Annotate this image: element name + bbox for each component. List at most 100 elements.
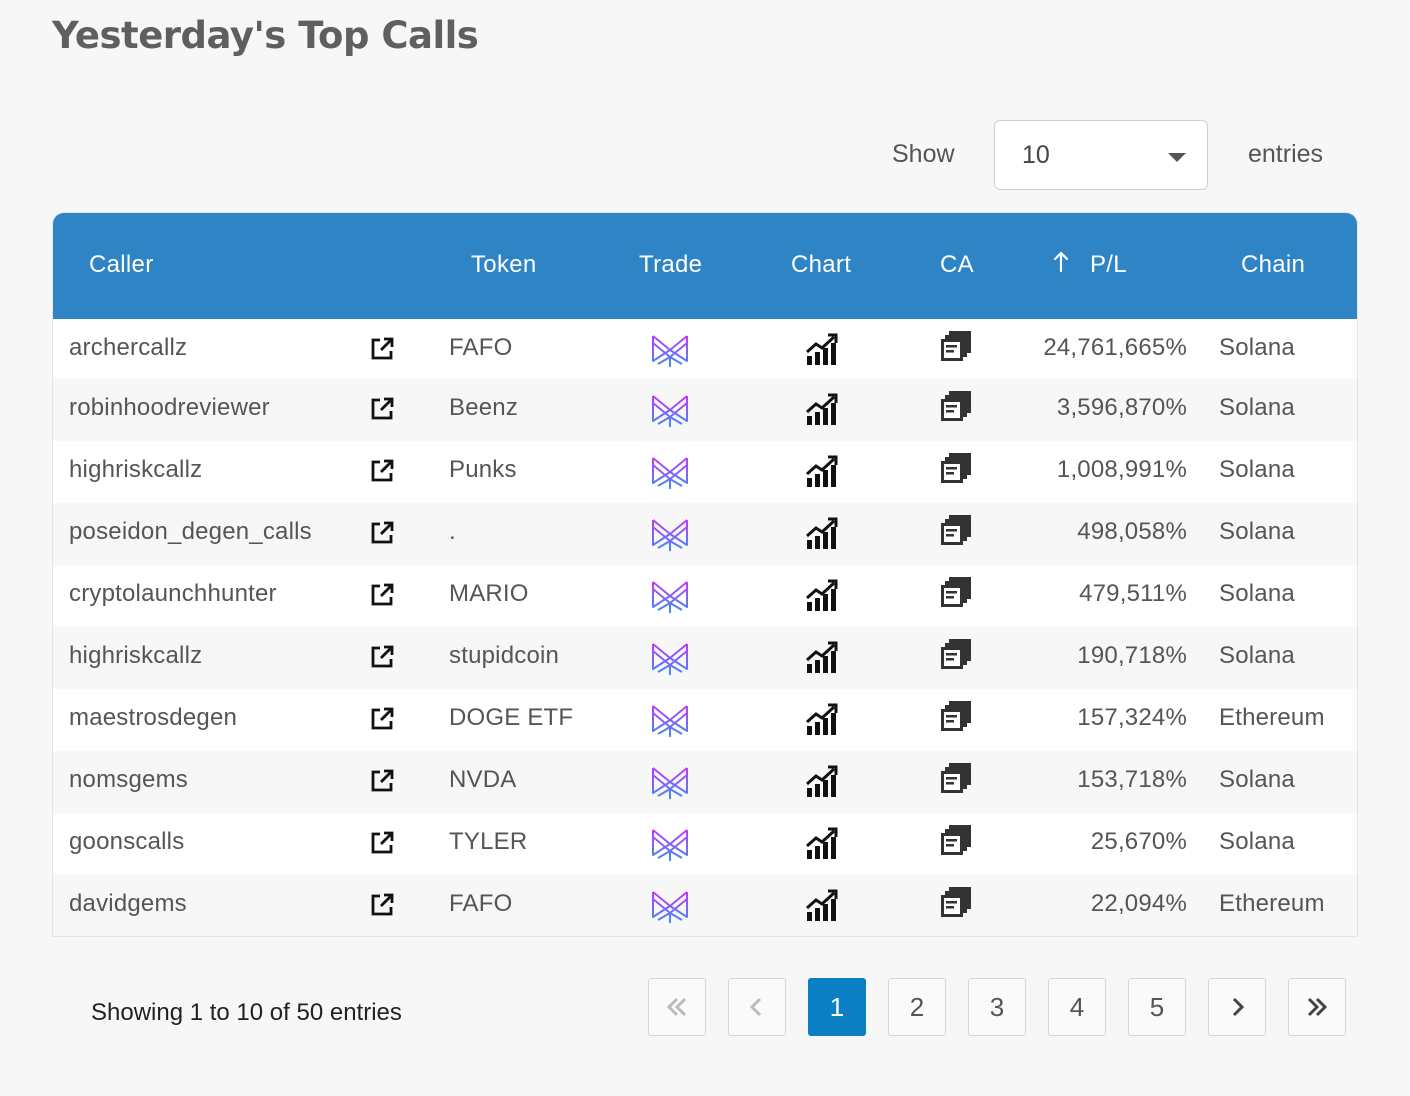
- chart-icon[interactable]: [805, 702, 839, 736]
- first-page-button[interactable]: [648, 978, 706, 1036]
- copy-icon[interactable]: [939, 637, 973, 671]
- token-name: stupidcoin: [449, 642, 560, 669]
- external-link-icon[interactable]: [369, 644, 395, 670]
- table-row: nomsgems NVDA 153,718% Solana: [53, 751, 1357, 813]
- table-body: archercallz FAFO 24,761,665% Solana robinhoo…: [53, 319, 1357, 936]
- chain-name: Ethereum: [1219, 704, 1325, 731]
- header-chain[interactable]: Chain: [1241, 251, 1306, 278]
- chart-icon[interactable]: [805, 516, 839, 550]
- previous-page-icon: [749, 997, 762, 1017]
- profit-loss: 153,718%: [1077, 766, 1187, 793]
- caller-name: maestrosdegen: [69, 704, 238, 731]
- external-link-icon[interactable]: [369, 582, 395, 608]
- copy-icon[interactable]: [939, 329, 973, 363]
- header-caller[interactable]: Caller: [89, 251, 154, 278]
- trade-logo-icon[interactable]: [650, 453, 690, 491]
- header-chart[interactable]: Chart: [791, 251, 852, 278]
- chart-icon[interactable]: [805, 454, 839, 488]
- previous-page-button[interactable]: [728, 978, 786, 1036]
- caller-name: robinhoodreviewer: [69, 394, 270, 421]
- page-title: Yesterday's Top Calls: [52, 14, 479, 57]
- token-name: .: [449, 518, 456, 545]
- table-row: davidgems FAFO 22,094% Ethereum: [53, 875, 1357, 936]
- chain-name: Solana: [1219, 394, 1295, 421]
- chart-icon[interactable]: [805, 826, 839, 860]
- external-link-icon[interactable]: [369, 396, 395, 422]
- token-name: Beenz: [449, 394, 519, 421]
- chain-name: Solana: [1219, 766, 1295, 793]
- external-link-icon[interactable]: [369, 520, 395, 546]
- profit-loss: 479,511%: [1079, 580, 1187, 607]
- chain-name: Solana: [1219, 580, 1295, 607]
- chart-icon[interactable]: [805, 888, 839, 922]
- last-page-button[interactable]: [1288, 978, 1346, 1036]
- chart-icon[interactable]: [805, 332, 839, 366]
- trade-logo-icon[interactable]: [650, 391, 690, 429]
- copy-icon[interactable]: [939, 389, 973, 423]
- external-link-icon[interactable]: [369, 830, 395, 856]
- chain-name: Solana: [1219, 828, 1295, 855]
- copy-icon[interactable]: [939, 761, 973, 795]
- header-token[interactable]: Token: [471, 251, 537, 278]
- caller-name: archercallz: [69, 334, 188, 361]
- sort-ascending-icon[interactable]: [1053, 251, 1069, 282]
- caller-name: cryptolaunchhunter: [69, 580, 277, 607]
- table-row: highriskcallz Punks 1,008,991% Solana: [53, 441, 1357, 503]
- header-pl[interactable]: P/L: [1090, 251, 1127, 278]
- first-page-icon: [666, 997, 687, 1017]
- next-page-button[interactable]: [1208, 978, 1266, 1036]
- page-button-3[interactable]: 3: [968, 978, 1026, 1036]
- next-page-icon: [1232, 997, 1245, 1017]
- chart-icon[interactable]: [805, 392, 839, 426]
- chain-name: Solana: [1219, 518, 1295, 545]
- trade-logo-icon[interactable]: [650, 515, 690, 553]
- trade-logo-icon[interactable]: [650, 331, 690, 369]
- caret-down-icon: [1168, 153, 1186, 162]
- profit-loss: 498,058%: [1077, 518, 1187, 545]
- chain-name: Ethereum: [1219, 890, 1325, 917]
- external-link-icon[interactable]: [369, 458, 395, 484]
- header-ca[interactable]: CA: [940, 251, 974, 278]
- trade-logo-icon[interactable]: [650, 577, 690, 615]
- chain-name: Solana: [1219, 642, 1295, 669]
- trade-logo-icon[interactable]: [650, 825, 690, 863]
- trade-logo-icon[interactable]: [650, 639, 690, 677]
- token-name: Punks: [449, 456, 517, 483]
- table-header: Caller Token Trade Chart CA P/L Chain: [53, 213, 1357, 319]
- token-name: DOGE ETF: [449, 704, 574, 731]
- profit-loss: 25,670%: [1090, 828, 1187, 855]
- chart-icon[interactable]: [805, 578, 839, 612]
- copy-icon[interactable]: [939, 823, 973, 857]
- trade-logo-icon[interactable]: [650, 763, 690, 801]
- caller-name: davidgems: [69, 890, 187, 917]
- external-link-icon[interactable]: [369, 768, 395, 794]
- length-menu: Show 10 entries: [0, 120, 1410, 192]
- page-button-1[interactable]: 1: [808, 978, 866, 1036]
- page-button-2[interactable]: 2: [888, 978, 946, 1036]
- page-button-4[interactable]: 4: [1048, 978, 1106, 1036]
- external-link-icon[interactable]: [369, 892, 395, 918]
- external-link-icon[interactable]: [369, 706, 395, 732]
- chart-icon[interactable]: [805, 764, 839, 798]
- profit-loss: 22,094%: [1090, 890, 1187, 917]
- copy-icon[interactable]: [939, 451, 973, 485]
- table-row: cryptolaunchhunter MARIO 479,511% Solana: [53, 565, 1357, 627]
- last-page-icon: [1307, 997, 1328, 1017]
- copy-icon[interactable]: [939, 575, 973, 609]
- copy-icon[interactable]: [939, 885, 973, 919]
- entries-label: entries: [1248, 140, 1324, 168]
- caller-name: poseidon_degen_calls: [69, 518, 312, 545]
- page-button-5[interactable]: 5: [1128, 978, 1186, 1036]
- table-row: goonscalls TYLER 25,670% Solana: [53, 813, 1357, 875]
- trade-logo-icon[interactable]: [650, 887, 690, 925]
- trade-logo-icon[interactable]: [650, 701, 690, 739]
- external-link-icon[interactable]: [369, 336, 395, 362]
- entries-select[interactable]: 10: [994, 120, 1208, 190]
- chart-icon[interactable]: [805, 640, 839, 674]
- profit-loss: 157,324%: [1077, 704, 1187, 731]
- profit-loss: 190,718%: [1077, 642, 1187, 669]
- header-trade[interactable]: Trade: [639, 251, 703, 278]
- copy-icon[interactable]: [939, 699, 973, 733]
- entries-select-value: 10: [1022, 141, 1050, 169]
- copy-icon[interactable]: [939, 513, 973, 547]
